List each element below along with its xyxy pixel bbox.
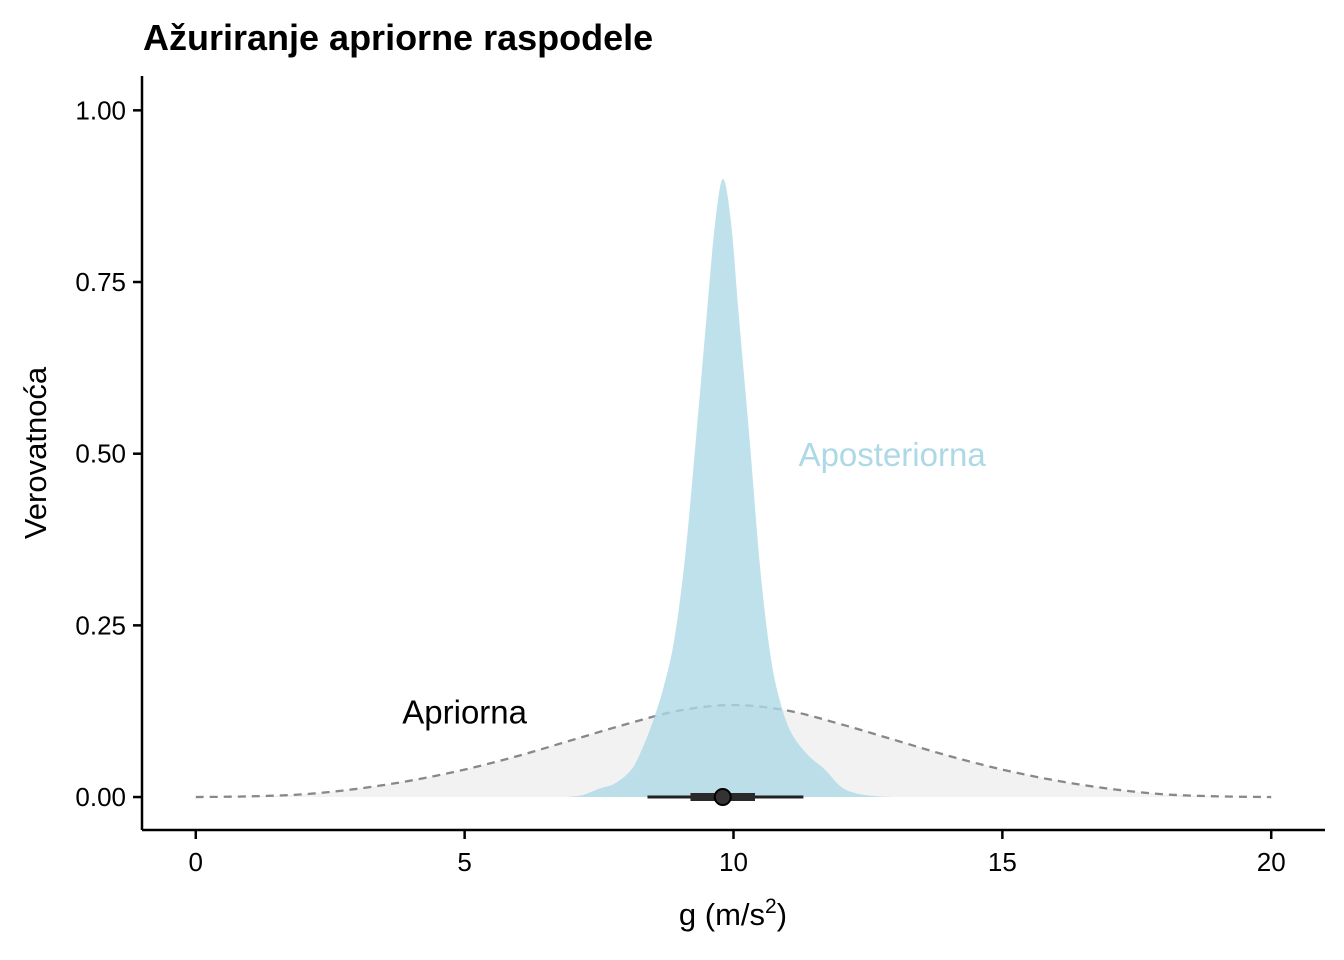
x-tick-label: 5 (457, 847, 471, 877)
point-interval (647, 788, 804, 807)
y-tick-label: 1.00 (75, 95, 126, 125)
chart-title: Ažuriranje apriorne raspodele (143, 17, 653, 58)
y-tick-label: 0.50 (75, 439, 126, 469)
annotation-posterior: Aposteriorna (799, 436, 987, 473)
posterior-area (566, 178, 901, 798)
x-tick-label: 0 (189, 847, 203, 877)
x-tick-label: 15 (988, 847, 1017, 877)
x-tick-label: 20 (1257, 847, 1286, 877)
annotations: Apriorna Aposteriorna (402, 436, 986, 731)
point-estimate (713, 788, 732, 807)
y-tick-label: 0.25 (75, 610, 126, 640)
y-axis-ticks: 0.00 0.25 0.50 0.75 1.00 (75, 95, 142, 812)
y-axis-title: Verovatnoća (18, 366, 53, 539)
y-tick-label: 0.00 (75, 782, 126, 812)
posterior-layer (566, 178, 901, 798)
x-tick-label: 10 (719, 847, 748, 877)
x-axis-title: g (m/s2) (679, 895, 787, 932)
annotation-prior: Apriorna (402, 693, 527, 730)
y-tick-label: 0.75 (75, 267, 126, 297)
x-axis-ticks: 0 5 10 15 20 (189, 830, 1286, 877)
